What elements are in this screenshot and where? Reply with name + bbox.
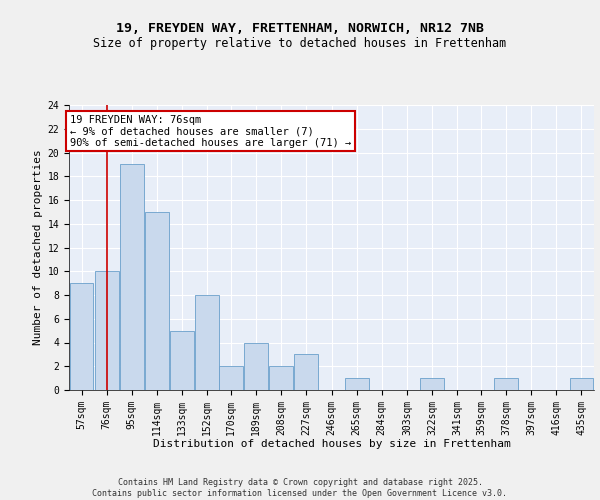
Bar: [219, 366, 243, 390]
Text: 19 FREYDEN WAY: 76sqm
← 9% of detached houses are smaller (7)
90% of semi-detach: 19 FREYDEN WAY: 76sqm ← 9% of detached h…: [70, 114, 351, 148]
Text: Size of property relative to detached houses in Frettenham: Size of property relative to detached ho…: [94, 38, 506, 51]
Bar: [170, 330, 194, 390]
Bar: [569, 378, 593, 390]
Bar: [95, 271, 119, 390]
Bar: [120, 164, 144, 390]
Bar: [494, 378, 518, 390]
Bar: [70, 283, 94, 390]
Bar: [345, 378, 368, 390]
Bar: [295, 354, 318, 390]
Bar: [420, 378, 444, 390]
Y-axis label: Number of detached properties: Number of detached properties: [34, 150, 43, 346]
X-axis label: Distribution of detached houses by size in Frettenham: Distribution of detached houses by size …: [152, 439, 511, 449]
Bar: [145, 212, 169, 390]
Text: Contains HM Land Registry data © Crown copyright and database right 2025.
Contai: Contains HM Land Registry data © Crown c…: [92, 478, 508, 498]
Bar: [269, 366, 293, 390]
Text: 19, FREYDEN WAY, FRETTENHAM, NORWICH, NR12 7NB: 19, FREYDEN WAY, FRETTENHAM, NORWICH, NR…: [116, 22, 484, 36]
Bar: [244, 342, 268, 390]
Bar: [195, 295, 219, 390]
